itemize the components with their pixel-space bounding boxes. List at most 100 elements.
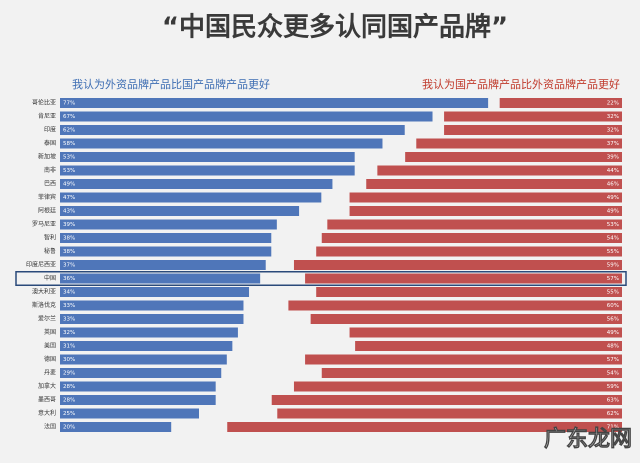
value-label: 58% xyxy=(63,141,75,147)
value-label: 39% xyxy=(63,222,75,228)
value-label: 47% xyxy=(63,195,75,201)
value-label: 38% xyxy=(63,236,75,242)
value-label: 63% xyxy=(607,398,619,404)
value-label: 55% xyxy=(607,290,619,296)
bar-right xyxy=(366,179,622,189)
category-label: 肯尼亚 xyxy=(38,112,56,120)
highlight-box xyxy=(15,271,627,286)
value-label: 32% xyxy=(63,330,75,336)
bar-left xyxy=(60,408,199,419)
bar-left xyxy=(60,395,216,405)
value-label: 71% xyxy=(607,425,619,431)
value-label: 49% xyxy=(63,182,75,188)
value-label: 28% xyxy=(63,384,75,390)
legend-left: 我认为外资品牌产品比国产品牌产品更好 xyxy=(72,77,270,91)
bar-right xyxy=(349,206,622,216)
bar-right xyxy=(277,408,622,419)
chart-title: “中国民众更多认同国产品牌” xyxy=(162,12,508,43)
category-label: 美国 xyxy=(44,342,56,350)
bar-right xyxy=(288,300,622,311)
value-label: 56% xyxy=(607,317,619,323)
bar-right xyxy=(444,125,622,135)
value-label: 67% xyxy=(63,114,75,120)
bar-left xyxy=(60,152,355,162)
bar-left xyxy=(60,206,300,216)
bar-left xyxy=(60,192,322,203)
bar-left xyxy=(60,314,244,324)
bar-right xyxy=(316,246,622,257)
bar-right xyxy=(227,422,623,432)
category-label: 泰国 xyxy=(44,139,56,147)
bar-left xyxy=(60,138,383,149)
category-label: 印度 xyxy=(44,126,56,134)
value-label: 33% xyxy=(63,317,75,323)
bar-left xyxy=(60,327,238,338)
bar-left xyxy=(60,260,266,270)
value-label: 33% xyxy=(63,303,75,309)
category-label: 英国 xyxy=(44,328,56,336)
bar-right xyxy=(349,327,622,338)
bar-right xyxy=(293,260,622,270)
bar-right xyxy=(405,152,622,162)
category-label: 新加坡 xyxy=(38,153,56,161)
category-label: 罗马尼亚 xyxy=(32,220,56,228)
bar-right xyxy=(377,165,622,176)
bar-left xyxy=(60,300,244,311)
bar-right xyxy=(316,287,622,297)
value-label: 36% xyxy=(63,276,75,282)
category-label: 哥伦比亚 xyxy=(32,99,56,107)
category-label: 中国 xyxy=(44,274,56,282)
category-label: 意大利 xyxy=(38,409,56,417)
category-label: 丹麦 xyxy=(44,369,56,377)
bar-left xyxy=(60,165,355,176)
watermark: 广东龙网 xyxy=(544,426,632,452)
bar-left xyxy=(60,287,250,297)
value-label: 31% xyxy=(63,344,75,350)
value-label: 62% xyxy=(63,128,75,134)
value-label: 37% xyxy=(607,141,619,147)
bar-right xyxy=(355,341,622,351)
bar-right xyxy=(416,138,622,149)
category-label: 秘鲁 xyxy=(44,247,56,255)
value-label: 49% xyxy=(607,330,619,336)
value-label: 59% xyxy=(607,384,619,390)
value-label: 53% xyxy=(63,155,75,161)
value-label: 37% xyxy=(63,263,75,269)
value-label: 25% xyxy=(63,411,75,417)
category-label: 南非 xyxy=(44,166,56,174)
bar-left xyxy=(60,125,405,135)
bar-right xyxy=(305,354,622,365)
value-label: 38% xyxy=(63,249,75,255)
bar-left xyxy=(60,422,172,432)
value-label: 43% xyxy=(63,209,75,215)
value-label: 57% xyxy=(607,357,619,363)
bar-left xyxy=(60,341,233,351)
value-label: 29% xyxy=(63,371,75,377)
value-label: 49% xyxy=(607,209,619,215)
category-label: 斯洛伐克 xyxy=(32,301,56,309)
bar-left xyxy=(60,246,272,257)
value-label: 48% xyxy=(607,344,619,350)
value-label: 49% xyxy=(607,195,619,201)
value-label: 20% xyxy=(63,425,75,431)
bar-right xyxy=(321,368,622,378)
bar-right xyxy=(349,192,622,203)
value-label: 30% xyxy=(63,357,75,363)
value-label: 77% xyxy=(63,101,75,107)
bar-right xyxy=(293,381,622,392)
value-label: 57% xyxy=(607,276,619,282)
value-label: 55% xyxy=(607,249,619,255)
bar-right xyxy=(321,233,622,243)
bar-left xyxy=(60,98,489,108)
bar-right xyxy=(499,98,622,108)
bar-left xyxy=(60,179,333,189)
value-label: 44% xyxy=(607,168,619,174)
value-label: 53% xyxy=(607,222,619,228)
category-label: 爱尔兰 xyxy=(38,315,56,323)
category-label: 德国 xyxy=(44,355,56,363)
bar-left xyxy=(60,381,216,392)
value-label: 54% xyxy=(607,236,619,242)
bar-left xyxy=(60,368,222,378)
